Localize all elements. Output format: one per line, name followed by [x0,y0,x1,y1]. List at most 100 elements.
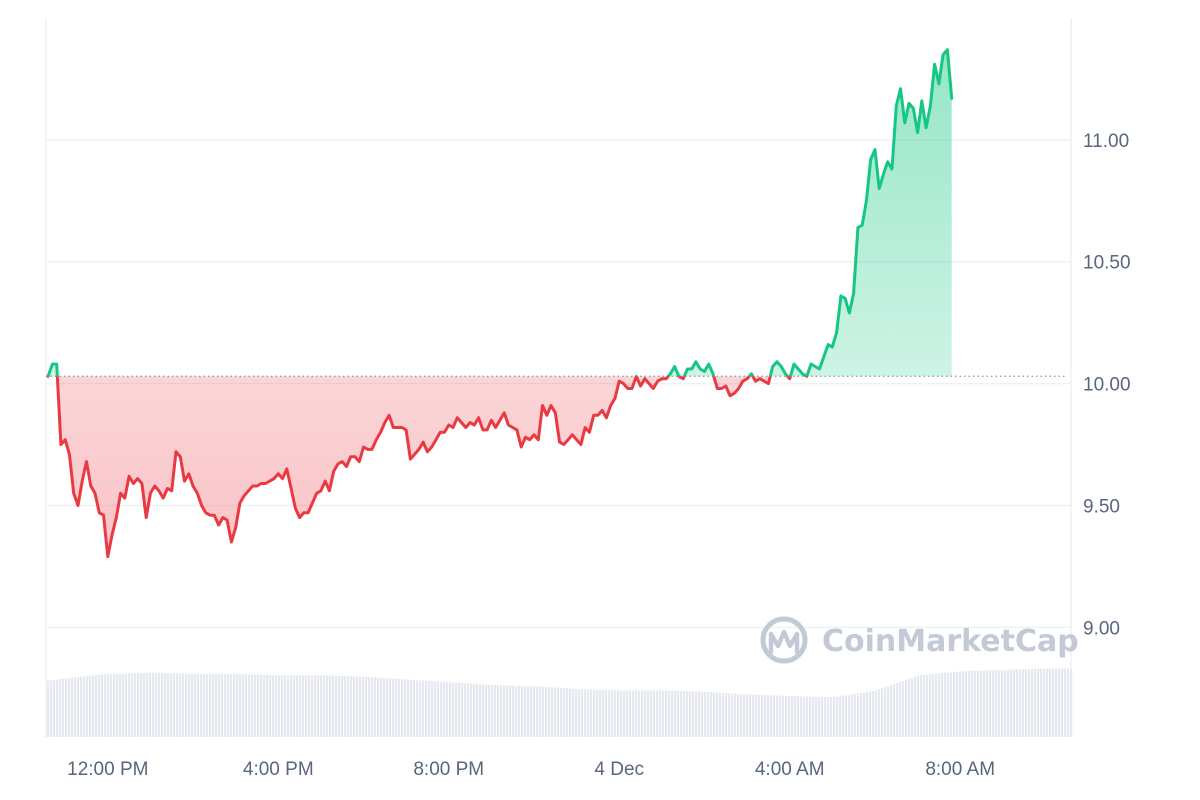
volume-bar [254,674,257,737]
volume-bar [878,689,881,737]
volume-bar [407,679,410,737]
volume-bar [314,675,317,737]
volume-bar [62,678,65,737]
volume-bar [74,677,77,737]
volume-bar [581,689,584,737]
volume-bar [953,671,956,737]
volume-bar [1019,669,1022,737]
volume-bar [1013,669,1016,737]
volume-bar [710,692,713,737]
volume-bar [341,675,344,737]
volume-bar [1016,669,1019,737]
volume-bar [434,681,437,737]
volume-bar [350,676,353,737]
y-tick-label: 10.00 [1083,375,1131,396]
volume-bar [122,673,125,737]
volume-bar [413,679,416,737]
volume-bar [152,672,155,737]
volume-bar [365,676,368,737]
volume-bar [920,675,923,737]
volume-bar [242,674,245,737]
volume-bar [626,690,629,737]
volume-bar [269,675,272,737]
volume-bar [995,670,998,737]
volume-bar [59,678,62,737]
volume-bar [839,696,842,737]
volume-bar [857,693,860,737]
volume-bar [956,671,959,737]
volume-bar [185,673,188,737]
volume-bar [428,680,431,737]
price-area [48,49,952,557]
volume-bar [356,676,359,737]
volume-bar [692,691,695,737]
volume-bar [458,682,461,737]
volume-bar [161,672,164,737]
volume-bar [110,673,113,737]
volume-bar [653,690,656,737]
volume-bar [812,696,815,737]
volume-bar [53,679,56,737]
volume-bar [182,673,185,737]
volume-bar [248,674,251,737]
volume-bar [479,684,482,737]
volume-bar [257,674,260,737]
volume-bar [137,673,140,737]
volume-bar [86,676,89,737]
volume-bar [767,695,770,737]
volume-bar [974,670,977,737]
y-axis: 9.00 9.50 10.00 10.50 11.00 [1083,131,1131,639]
volume-bar [773,695,776,737]
volume-bar [908,678,911,737]
volume-bar [113,673,116,737]
volume-bar [623,690,626,737]
volume-bar [644,690,647,737]
volume-bar [689,691,692,737]
volume-bar [473,683,476,737]
volume-bar [590,689,593,737]
volume-bar [815,696,818,737]
volume-bar [845,695,848,737]
volume-bar [776,695,779,737]
volume-bar [899,681,902,737]
volume-bar [155,672,158,737]
volume-bar [542,686,545,737]
volume-bar [725,693,728,737]
volume-bar [506,685,509,737]
volume-bar [986,670,989,737]
volume-bar [605,689,608,737]
volume-bar [215,673,218,737]
volume-bar [260,674,263,737]
volume-bar [674,690,677,737]
volume-bar [1070,668,1073,737]
volume-bar [164,673,167,737]
volume-bar [191,673,194,737]
volume-bar [866,691,869,737]
volume-bar [941,673,944,737]
volume-bar [617,690,620,737]
volume-bar [935,673,938,737]
volume-bar [599,689,602,737]
volume-bar [101,674,104,737]
volume-bar [518,685,521,737]
volume-bar [1049,668,1052,737]
volume-bar [842,695,845,737]
volume-bar [95,675,98,737]
volume-bar [83,676,86,737]
volume-bar [65,678,68,737]
volume-bar [731,693,734,737]
volume-bar [1052,668,1055,737]
volume-bar [227,673,230,737]
volume-bar [170,673,173,737]
volume-bar [548,687,551,737]
volume-bar [104,674,107,737]
volume-bar [482,684,485,737]
y-tick-label: 10.50 [1083,253,1131,274]
volume-bar [758,694,761,737]
volume-bar [68,677,71,737]
coinmarketcap-logo-icon [760,616,808,664]
volume-bar [353,676,356,737]
volume-bar [374,677,377,737]
volume-bar [998,670,1001,737]
